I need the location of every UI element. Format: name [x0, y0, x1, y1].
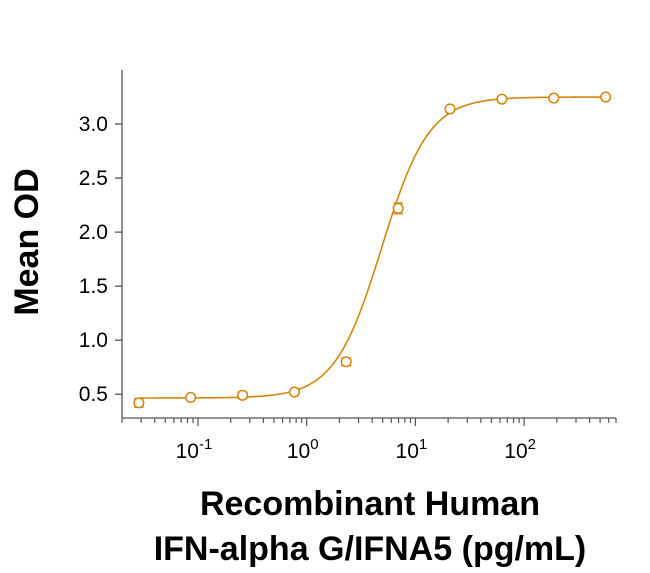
data-point	[288, 386, 300, 398]
y-tick-label: 0.5	[79, 383, 108, 406]
x-tick-label: 100	[287, 436, 319, 463]
point-marker	[288, 386, 300, 398]
y-tick-label: 1.5	[79, 275, 108, 298]
x-axis-ticks: 10-1 100 101 102	[121, 418, 617, 463]
data-point	[548, 92, 560, 104]
point-marker	[392, 202, 404, 214]
axes	[121, 70, 616, 419]
x-tick-label: 10-1	[176, 436, 213, 463]
y-tick-label: 1.0	[79, 329, 108, 352]
data-points	[133, 91, 612, 409]
data-point	[392, 202, 404, 215]
fit-curve	[138, 96, 606, 399]
point-marker	[185, 391, 197, 404]
data-point	[237, 389, 249, 401]
x-tick-label: 101	[396, 436, 428, 463]
data-point	[340, 356, 352, 368]
data-point	[133, 397, 145, 409]
y-axis-ticks: 0.5 1.0 1.5 2.0 2.5 3.0	[79, 113, 122, 406]
y-axis-title: Mean OD	[8, 168, 46, 315]
point-marker	[600, 91, 612, 103]
y-tick-label: 3.0	[79, 113, 108, 136]
x-tick-label: 102	[504, 436, 536, 463]
point-marker	[548, 92, 560, 104]
x-axis-title-line-2: IFN-alpha G/IFNA5 (pg/mL)	[154, 530, 587, 568]
data-point	[185, 391, 197, 404]
y-tick-label: 2.0	[79, 221, 108, 244]
point-marker	[340, 356, 352, 368]
point-marker	[444, 103, 456, 115]
point-marker	[496, 93, 508, 105]
data-point	[496, 93, 508, 105]
point-marker	[133, 397, 145, 409]
data-point	[600, 91, 612, 103]
data-point	[444, 103, 456, 115]
y-tick-label: 2.5	[79, 167, 108, 190]
point-marker	[237, 389, 249, 401]
x-axis-title-line-1: Recombinant Human	[200, 485, 540, 523]
